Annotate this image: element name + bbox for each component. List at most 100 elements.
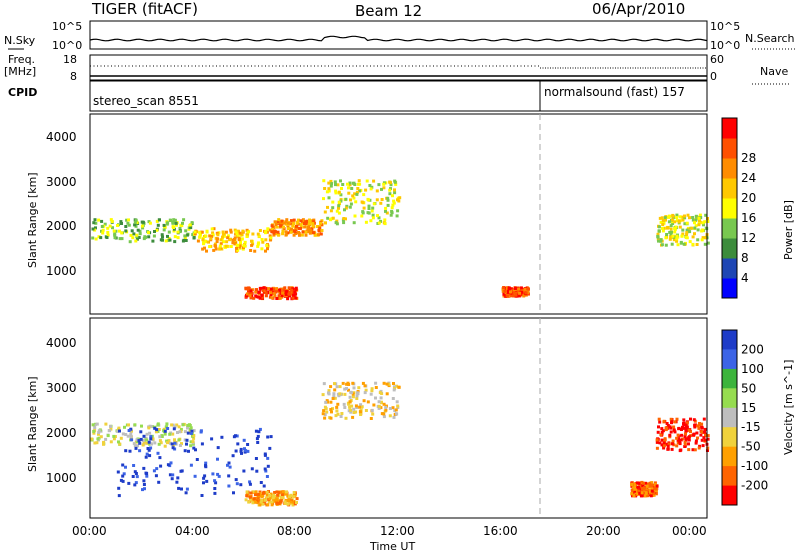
heatmap-cell bbox=[167, 237, 171, 240]
heatmap-cell bbox=[698, 444, 702, 448]
xtick-0000: 00:00 bbox=[72, 524, 107, 538]
heatmap-cell bbox=[342, 221, 346, 225]
heatmap-cell bbox=[211, 231, 215, 235]
heatmap-cell bbox=[236, 229, 240, 233]
heatmap-cell bbox=[257, 295, 260, 299]
heatmap-cell bbox=[333, 180, 337, 184]
colorbar-segment bbox=[722, 349, 737, 370]
heatmap-cell bbox=[260, 295, 264, 299]
heatmap-cell bbox=[699, 433, 703, 437]
heatmap-cell bbox=[644, 481, 648, 485]
heatmap-cell bbox=[188, 427, 192, 431]
heatmap-cell bbox=[706, 446, 710, 450]
heatmap-cell bbox=[204, 464, 207, 468]
heatmap-cell bbox=[259, 481, 263, 484]
heatmap-cell bbox=[161, 235, 164, 239]
heatmap-cell bbox=[341, 381, 345, 385]
colorbar-segment bbox=[722, 368, 737, 389]
heatmap-cell bbox=[517, 293, 521, 297]
heatmap-cell bbox=[133, 444, 137, 448]
heatmap-cell bbox=[219, 238, 223, 242]
heatmap-cell bbox=[698, 219, 701, 223]
heatmap-cell bbox=[201, 238, 205, 242]
heatmap-cell bbox=[106, 226, 110, 230]
heatmap-cell bbox=[374, 381, 378, 385]
heatmap-cell bbox=[308, 231, 312, 235]
heatmap-cell bbox=[649, 484, 653, 488]
heatmap-cell bbox=[504, 291, 508, 295]
heatmap-cell bbox=[221, 230, 225, 234]
heatmap-cell bbox=[645, 484, 649, 488]
heatmap-cell bbox=[321, 412, 325, 416]
heatmap-cell bbox=[370, 209, 374, 213]
heatmap-cell bbox=[100, 229, 103, 233]
heatmap-cell bbox=[322, 382, 326, 386]
heatmap-cell bbox=[249, 491, 253, 495]
heatmap-cell bbox=[203, 246, 206, 250]
heatmap-cell bbox=[319, 221, 322, 225]
heatmap-cell bbox=[697, 426, 701, 430]
heatmap-cell bbox=[134, 481, 138, 485]
heatmap-cell bbox=[266, 435, 270, 439]
heatmap-cell bbox=[638, 491, 642, 495]
heatmap-cell bbox=[144, 235, 148, 239]
heatmap-cell bbox=[344, 217, 347, 221]
heatmap-cell bbox=[660, 438, 664, 442]
heatmap-cell bbox=[372, 202, 376, 206]
heatmap-cell bbox=[282, 221, 286, 225]
heatmap-cell bbox=[513, 287, 517, 290]
heatmap-cell bbox=[179, 469, 183, 473]
heatmap-cell bbox=[285, 490, 288, 494]
heatmap-cell bbox=[706, 434, 710, 438]
heatmap-cell bbox=[184, 491, 188, 495]
heatmap-cell bbox=[287, 286, 291, 290]
heatmap-cell bbox=[234, 434, 237, 438]
nsky-tick-bottom: 10^0 bbox=[52, 39, 82, 52]
heatmap-cell bbox=[119, 220, 123, 224]
heatmap-cell bbox=[166, 441, 169, 445]
heatmap-cell bbox=[210, 235, 214, 238]
heatmap-cell bbox=[178, 226, 182, 230]
heatmap-cell bbox=[352, 181, 356, 185]
nsky-strip: N.Sky 10^5 10^0 10^5 10^0 N.Search bbox=[4, 20, 796, 52]
heatmap-cell bbox=[287, 292, 291, 296]
heatmap-cell bbox=[224, 244, 228, 248]
heatmap-cell bbox=[135, 237, 139, 241]
heatmap-cell bbox=[391, 397, 395, 400]
heatmap-cell bbox=[635, 489, 639, 493]
heatmap-cell bbox=[248, 495, 252, 499]
heatmap-cell bbox=[111, 226, 114, 230]
heatmap-cell bbox=[159, 464, 163, 468]
heatmap-cell bbox=[192, 235, 196, 239]
heatmap-cell bbox=[385, 211, 389, 215]
heatmap-cell bbox=[141, 220, 145, 224]
heatmap-cell bbox=[282, 225, 285, 229]
heatmap-cell bbox=[188, 423, 191, 427]
heatmap-cell bbox=[139, 430, 143, 434]
heatmap-cell bbox=[665, 427, 669, 431]
heatmap-cell bbox=[377, 404, 381, 408]
heatmap-cell bbox=[124, 225, 128, 228]
heatmap-cell bbox=[284, 222, 288, 226]
heatmap-cell bbox=[145, 452, 149, 456]
colorbar-segment bbox=[722, 388, 737, 409]
heatmap-cell bbox=[117, 440, 120, 444]
heatmap-cell bbox=[229, 230, 233, 234]
date-title: 06/Apr/2010 bbox=[592, 0, 685, 18]
heatmap-cell bbox=[198, 235, 202, 239]
heatmap-cell bbox=[249, 289, 253, 293]
heatmap-cell bbox=[501, 289, 505, 293]
heatmap-cell bbox=[120, 237, 124, 241]
heatmap-cell bbox=[275, 297, 279, 300]
heatmap-cell bbox=[342, 217, 346, 220]
heatmap-cell bbox=[392, 388, 396, 392]
heatmap-cell bbox=[370, 185, 374, 189]
heatmap-cell bbox=[93, 426, 97, 430]
heatmap-cell bbox=[265, 230, 269, 234]
heatmap-cell bbox=[162, 223, 166, 227]
heatmap-cell bbox=[116, 224, 119, 227]
heatmap-cell bbox=[214, 244, 218, 248]
heatmap-cell bbox=[697, 446, 701, 450]
heatmap-cell bbox=[233, 242, 237, 246]
heatmap-cell bbox=[380, 187, 383, 191]
